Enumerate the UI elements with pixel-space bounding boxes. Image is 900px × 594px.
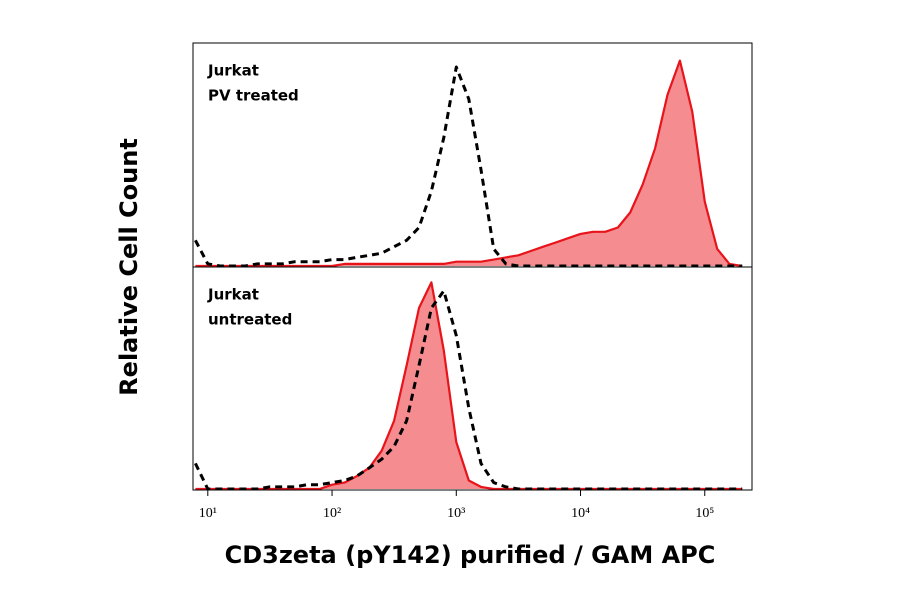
- histogram-line: [194, 65, 743, 268]
- histogram-line: [195, 59, 743, 268]
- panel-label: PV treated: [208, 87, 299, 105]
- panel-label: Jurkat: [207, 62, 259, 80]
- panel-label: Jurkat: [207, 286, 259, 304]
- x-tick-label: 10¹: [199, 506, 217, 521]
- histogram-line: [194, 289, 743, 491]
- x-axis-title: CD3zeta (pY142) purified / GAM APC: [225, 541, 716, 569]
- x-tick-label: 10⁵: [695, 506, 714, 521]
- x-tick-label: 10²: [323, 506, 341, 521]
- x-tick-label: 10³: [447, 506, 465, 521]
- panel-label: untreated: [208, 311, 292, 329]
- panel-frame: [192, 266, 753, 491]
- histogram-area: [195, 60, 743, 266]
- y-axis-title: Relative Cell Count: [115, 138, 143, 396]
- x-tick-label: 10⁴: [571, 506, 590, 521]
